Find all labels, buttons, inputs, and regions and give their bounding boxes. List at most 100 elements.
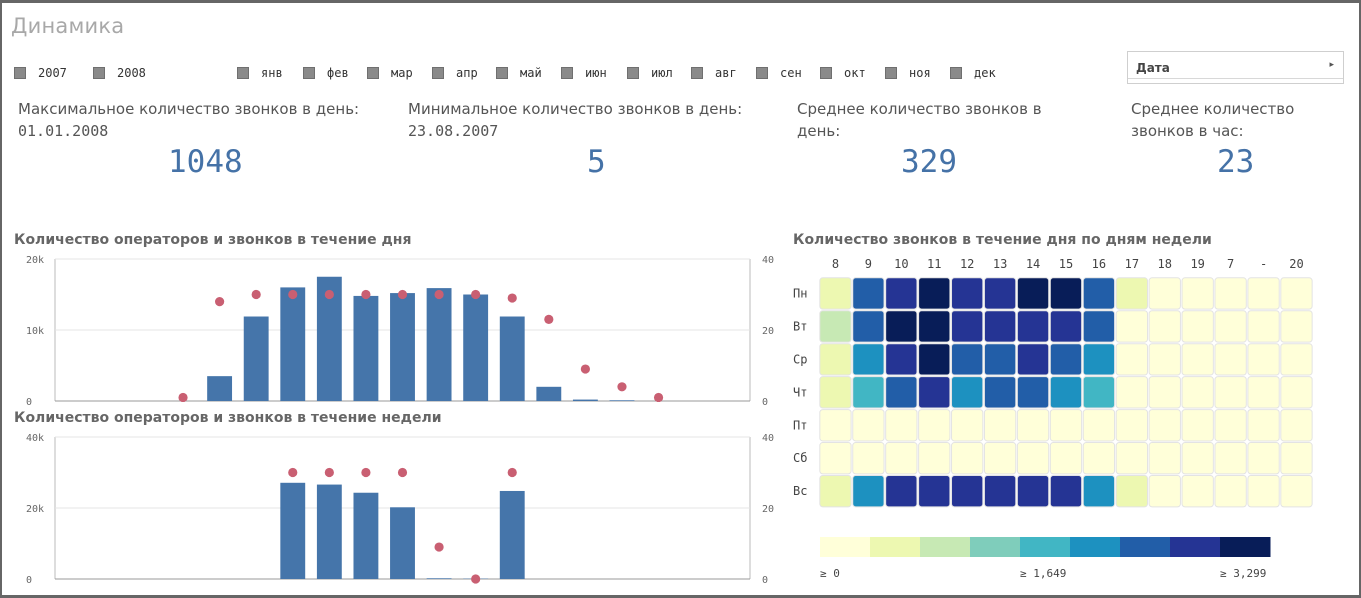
bar [536, 386, 562, 401]
legend-swatch [870, 537, 921, 557]
heatmap-cell [1115, 277, 1149, 310]
heatmap-column-label: 14 [1026, 257, 1040, 271]
filter-month-oct[interactable]: окт [820, 62, 866, 84]
heatmap-cell [819, 442, 852, 475]
bar [572, 399, 598, 401]
filter-month-sep[interactable]: сен [756, 62, 802, 84]
heatmap-cell [885, 442, 918, 475]
filter-month-nov[interactable]: ноя [885, 62, 931, 84]
operator-point [544, 314, 554, 324]
operator-point [397, 467, 408, 478]
expand-arrow-icon[interactable]: ▸ [1329, 60, 1334, 70]
date-filter-listbox[interactable]: Дата ▸ [1127, 51, 1344, 84]
filter-month-jul[interactable]: июл [627, 62, 673, 84]
kpi-value: 1048 [168, 144, 243, 180]
filter-month-dec[interactable]: дек [950, 62, 996, 84]
heatmap-column-label: - [1260, 257, 1267, 271]
heatmap-cell [951, 376, 984, 409]
checkbox-icon [756, 67, 768, 79]
operator-point [397, 289, 408, 300]
bar [390, 293, 415, 401]
week-chart: 40k 40 20k 20 0 0 [26, 433, 774, 586]
checkbox-icon [820, 67, 832, 79]
operator-point [251, 289, 261, 300]
heatmap-cell [918, 343, 951, 376]
heatmap-row-label: Пн [793, 286, 807, 300]
listbox-divider [1128, 78, 1343, 79]
heatmap-cell [951, 442, 984, 475]
filter-month-jun[interactable]: июн [561, 62, 607, 84]
operator-point [324, 467, 334, 478]
operator-point [617, 382, 627, 392]
heatmap-cell [1016, 310, 1050, 343]
y-tick-right: 40 [762, 255, 774, 266]
operator-point [324, 289, 334, 300]
heatmap-cell [1280, 376, 1313, 409]
operator-point [288, 467, 298, 478]
heatmap-cell [1181, 310, 1214, 343]
heatmap-cell [819, 343, 852, 376]
heatmap-column-label: 17 [1125, 257, 1139, 271]
y-tick-right: 0 [762, 575, 768, 586]
kpi-caption: Минимальное количество звонков в день: [408, 100, 743, 118]
filter-year-2008[interactable]: 2008 [93, 62, 146, 84]
kpi-caption: звонков в час: [1131, 122, 1244, 140]
kpi-value: 5 [587, 144, 606, 180]
filter-month-aug[interactable]: авг [691, 62, 737, 84]
filter-year-2007[interactable]: 2007 [14, 62, 67, 84]
bar [499, 490, 525, 579]
checkbox-icon [691, 67, 703, 79]
checkbox-icon [367, 67, 379, 79]
kpi-value: 329 [901, 144, 957, 180]
operator-point [215, 297, 225, 307]
legend-swatch [1170, 537, 1221, 557]
heatmap-row-label: Вт [793, 319, 807, 333]
heatmap-cell [1214, 409, 1247, 442]
heatmap-cell [1115, 376, 1149, 409]
checkbox-icon [93, 67, 105, 79]
heatmap-cell [1247, 442, 1280, 475]
operator-point [288, 289, 298, 300]
checkbox-icon [14, 67, 26, 79]
heatmap-row-label: Чт [793, 385, 807, 399]
heatmap-cell [1280, 277, 1313, 310]
y-tick-right: 40 [762, 433, 774, 444]
heatmap-cell [1247, 409, 1280, 442]
filter-month-mar[interactable]: мар [367, 62, 413, 84]
heatmap-cell [1181, 442, 1214, 475]
heatmap-cell [1082, 475, 1116, 508]
heatmap-cell [1082, 442, 1116, 475]
heatmap-cell [983, 310, 1017, 343]
heatmap-column-label: 18 [1158, 257, 1172, 271]
kpi-caption: Среднее количество [1131, 100, 1295, 118]
heatmap-column-label: 19 [1190, 257, 1204, 271]
y-tick-right: 20 [762, 326, 774, 337]
heatmap-cell [1082, 343, 1116, 376]
heatmap-cell [1049, 475, 1083, 508]
heatmap-cell [1148, 310, 1181, 343]
filter-month-may[interactable]: май [496, 62, 542, 84]
heatmap-column-label: 7 [1227, 257, 1234, 271]
heatmap-column-label: 8 [832, 257, 839, 271]
heatmap-cell [1280, 409, 1313, 442]
heatmap-cell [852, 277, 885, 310]
operator-point [580, 364, 590, 374]
kpi-caption: Максимальное количество звонков в день: [18, 100, 360, 118]
bar [426, 288, 452, 401]
heatmap-cell [1247, 475, 1280, 508]
week-chart-title: Количество операторов и звонков в течени… [14, 410, 442, 426]
heatmap-cell [819, 310, 852, 343]
filter-month-feb[interactable]: фев [303, 62, 349, 84]
filter-month-jan[interactable]: янв [237, 62, 283, 84]
kpi-value: 23 [1217, 144, 1255, 180]
heatmap-cell [1214, 475, 1247, 508]
heatmap-cell [983, 442, 1017, 475]
filter-month-apr[interactable]: апр [432, 62, 478, 84]
heatmap-cell [1016, 343, 1050, 376]
checkbox-icon [303, 67, 315, 79]
heatmap-cell [1115, 343, 1149, 376]
heatmap-cell [951, 409, 984, 442]
bar [243, 316, 269, 401]
y-tick-right: 0 [762, 397, 768, 408]
heatmap-cell [983, 376, 1017, 409]
